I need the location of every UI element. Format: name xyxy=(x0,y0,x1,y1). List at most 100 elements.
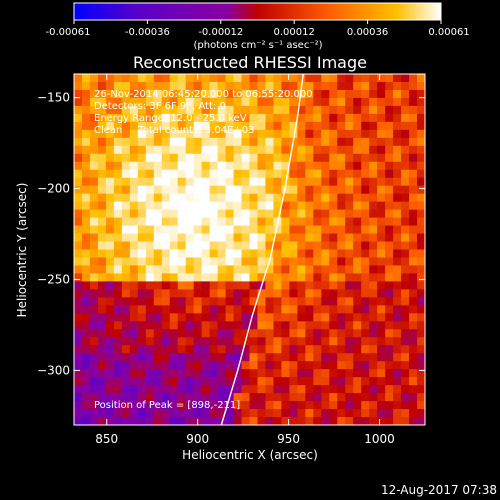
heatmap-cell xyxy=(401,161,410,171)
heatmap-cell xyxy=(273,297,282,306)
heatmap-cell xyxy=(193,393,203,402)
heatmap-cell xyxy=(161,161,171,171)
heatmap-cell xyxy=(393,217,402,227)
heatmap-cell xyxy=(225,74,235,83)
heatmap-cell xyxy=(233,377,243,386)
heatmap-cell xyxy=(385,209,394,219)
heatmap-cell xyxy=(217,193,227,203)
heatmap-cell xyxy=(297,361,306,370)
heatmap-cell xyxy=(177,345,187,354)
heatmap-cell xyxy=(225,129,235,139)
heatmap-cell xyxy=(385,321,394,330)
heatmap-cell xyxy=(121,329,131,338)
heatmap-cell xyxy=(137,337,147,346)
heatmap-cell xyxy=(121,273,131,282)
heatmap-cell xyxy=(409,409,418,418)
heatmap-cell xyxy=(121,257,131,266)
heatmap-cell xyxy=(169,129,179,139)
heatmap-cell xyxy=(281,385,290,394)
heatmap-cell xyxy=(185,169,195,179)
heatmap-cell xyxy=(89,193,99,203)
heatmap-cell xyxy=(345,193,354,203)
heatmap-cell xyxy=(361,105,370,115)
heatmap-cell xyxy=(361,129,370,139)
heatmap-cell xyxy=(369,129,378,139)
heatmap-cell xyxy=(121,289,131,298)
heatmap-cell xyxy=(201,281,211,290)
heatmap-cell xyxy=(377,353,386,362)
heatmap-cell xyxy=(401,417,410,425)
heatmap-cell xyxy=(193,257,203,266)
heatmap-cell xyxy=(273,361,282,370)
annotation-detectors: Detectors: 3F 6F 9F, Att: 0 xyxy=(94,101,226,112)
heatmap-cell xyxy=(89,161,99,171)
heatmap-cell xyxy=(225,169,235,179)
heatmap-cell xyxy=(409,177,418,187)
heatmap-cell xyxy=(321,409,330,418)
heatmap-cell xyxy=(81,193,91,203)
heatmap-cell xyxy=(233,217,243,227)
heatmap-cell xyxy=(89,233,99,243)
heatmap-cell xyxy=(105,377,115,386)
heatmap-cell xyxy=(385,161,394,171)
heatmap-cell xyxy=(361,113,370,123)
heatmap-cell xyxy=(409,369,418,378)
heatmap-cell xyxy=(297,289,306,298)
heatmap-cell xyxy=(289,321,298,330)
heatmap-cell xyxy=(121,225,131,235)
heatmap-cell xyxy=(89,257,99,266)
heatmap-cell xyxy=(281,193,290,203)
heatmap-cell xyxy=(169,97,179,107)
heatmap-cell xyxy=(177,321,187,330)
heatmap-cell xyxy=(305,137,314,147)
heatmap-cell xyxy=(129,345,139,354)
heatmap-cell xyxy=(393,329,402,338)
heatmap-cell xyxy=(361,281,370,290)
heatmap-cell xyxy=(225,225,235,235)
heatmap-cell xyxy=(417,257,425,266)
heatmap-cell xyxy=(417,153,425,163)
heatmap-cell xyxy=(377,249,386,258)
heatmap-cell xyxy=(81,289,91,298)
heatmap-cell xyxy=(385,185,394,195)
heatmap-cell xyxy=(297,249,306,258)
heatmap-cell xyxy=(89,265,99,274)
heatmap-cell xyxy=(393,169,402,179)
heatmap-cell xyxy=(169,209,179,219)
heatmap-cell xyxy=(369,345,378,354)
heatmap-cell xyxy=(329,201,338,211)
peak-position-label: Position of Peak = [898,-211] xyxy=(94,400,240,411)
heatmap-cell xyxy=(273,265,282,274)
heatmap-cell xyxy=(185,313,195,322)
heatmap-cell xyxy=(145,417,155,425)
heatmap-cell xyxy=(137,201,147,211)
heatmap-cell xyxy=(417,145,425,155)
heatmap-cell xyxy=(345,145,354,155)
heatmap-cell xyxy=(377,225,386,235)
heatmap-cell xyxy=(177,257,187,266)
heatmap-cell xyxy=(81,249,91,258)
heatmap-cell xyxy=(169,369,179,378)
heatmap-cell xyxy=(305,289,314,298)
heatmap-cell xyxy=(289,89,298,99)
heatmap-cell xyxy=(177,417,187,425)
heatmap-cell xyxy=(257,233,266,243)
heatmap-cell xyxy=(105,97,115,107)
heatmap-cell xyxy=(289,145,298,155)
heatmap-cell xyxy=(209,201,219,211)
heatmap-cell xyxy=(249,169,258,179)
heatmap-cell xyxy=(321,145,330,155)
heatmap-cell xyxy=(113,121,123,131)
heatmap-cell xyxy=(281,345,290,354)
heatmap-cell xyxy=(377,313,386,322)
heatmap-cell xyxy=(377,185,386,195)
heatmap-cell xyxy=(177,249,187,258)
heatmap-cell xyxy=(113,241,123,250)
heatmap-cell xyxy=(74,337,83,346)
heatmap-cell xyxy=(257,201,266,211)
heatmap-cell xyxy=(129,185,139,195)
heatmap-cell xyxy=(161,89,171,99)
heatmap-cell xyxy=(113,209,123,219)
heatmap-cell xyxy=(89,81,99,91)
heatmap-cell xyxy=(345,289,354,298)
